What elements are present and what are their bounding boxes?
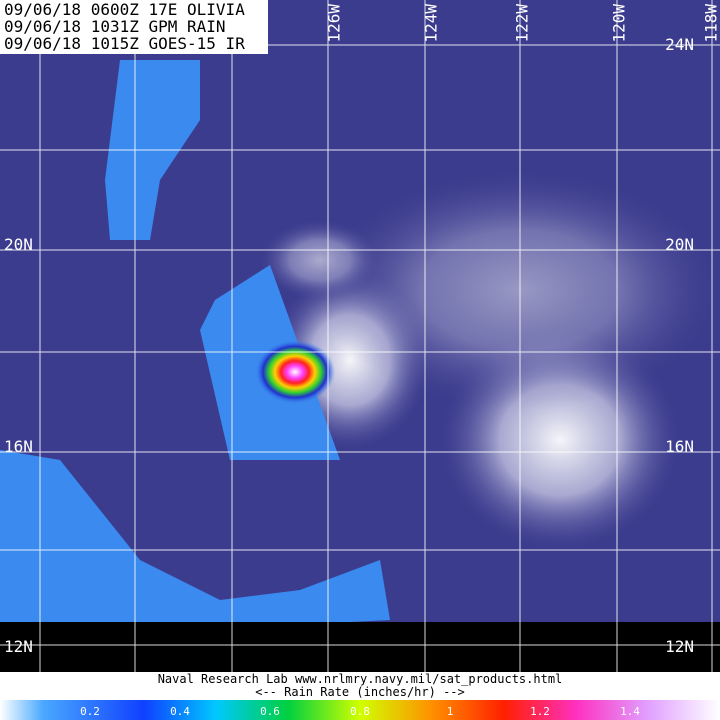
legend-title: <-- Rain Rate (inches/hr) --> xyxy=(255,685,465,699)
colorbar-tick-label: 0.2 xyxy=(80,705,100,718)
latitude-label: 20N xyxy=(4,235,33,254)
latitude-label: 16N xyxy=(665,437,694,456)
footer-box xyxy=(0,672,720,700)
colorbar-tick-label: 0.6 xyxy=(260,705,280,718)
header-line: 09/06/18 1031Z GPM RAIN xyxy=(4,17,226,36)
latitude-label: 12N xyxy=(4,637,33,656)
latitude-label: 12N xyxy=(665,637,694,656)
colorbar-tick-label: 1.2 xyxy=(530,705,550,718)
latitude-label: 20N xyxy=(665,235,694,254)
colorbar-tick-label: 0.8 xyxy=(350,705,370,718)
longitude-label: 122W xyxy=(513,4,532,43)
header-box xyxy=(0,0,268,54)
header-line: 09/06/18 0600Z 17E OLIVIA xyxy=(4,0,245,19)
colorbar-tick-label: 1.4 xyxy=(620,705,640,718)
rain-core xyxy=(255,340,335,404)
longitude-label: 124W xyxy=(422,4,441,43)
latitude-label: 24N xyxy=(665,35,694,54)
colorbar-tick-label: 0.4 xyxy=(170,705,190,718)
colorbar xyxy=(0,700,720,720)
latitude-label: 16N xyxy=(4,437,33,456)
colorbar-tick-label: 1 xyxy=(447,705,454,718)
header-line: 09/06/18 1015Z GOES-15 IR xyxy=(4,34,245,53)
longitude-label: 120W xyxy=(610,4,629,43)
longitude-label: 118W xyxy=(702,4,720,43)
lat-lon-grid xyxy=(0,0,720,672)
longitude-label: 126W xyxy=(325,4,344,43)
footer-credit: Naval Research Lab www.nrlmry.navy.mil/s… xyxy=(158,672,563,686)
no-data-band xyxy=(0,622,720,672)
